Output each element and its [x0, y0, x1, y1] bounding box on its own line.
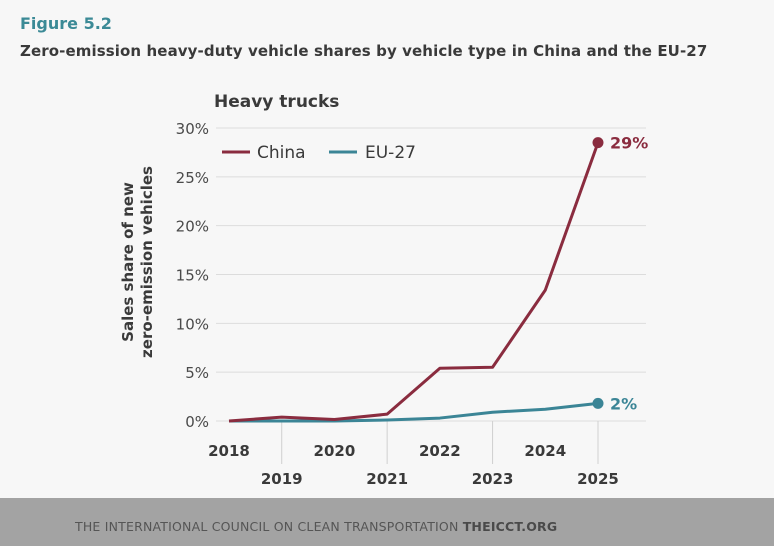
end-label-china: 29%	[610, 134, 648, 153]
end-label-eu-27: 2%	[610, 394, 637, 413]
legend-label-eu27: EU-27	[365, 143, 416, 163]
x-tick-label: 2018	[208, 442, 250, 460]
chart-title: Heavy trucks	[214, 92, 339, 112]
y-axis-label-line-2: zero-emission vehicles	[138, 166, 156, 358]
x-tick-label: 2025	[577, 470, 619, 488]
figure-label: Figure 5.2	[20, 14, 112, 33]
figure-title: Zero-emission heavy-duty vehicle shares …	[20, 42, 708, 60]
x-tick-label: 2021	[366, 470, 408, 488]
y-tick-label: 25%	[176, 169, 209, 187]
x-tick-label: 2022	[419, 442, 461, 460]
end-point-eu-27	[592, 397, 604, 409]
y-axis-label-line-1: Sales share of new	[119, 182, 137, 342]
legend: China EU-27	[222, 143, 416, 163]
line-chart: Heavy trucks Sales share of new zero-emi…	[119, 92, 648, 488]
footer-site: THEICCT.ORG	[462, 519, 558, 534]
x-tick-label: 2024	[524, 442, 566, 460]
y-tick-label: 5%	[185, 364, 209, 382]
footer-org: THE INTERNATIONAL COUNCIL ON CLEAN TRANS…	[75, 519, 459, 534]
series-line-china	[228, 142, 600, 423]
series-line-eu-27	[229, 401, 599, 423]
footer-text: THE INTERNATIONAL COUNCIL ON CLEAN TRANS…	[75, 519, 557, 534]
x-tick-label: 2019	[261, 470, 303, 488]
x-tick-label: 2020	[314, 442, 356, 460]
end-point-china	[592, 137, 604, 149]
x-tick-label: 2023	[472, 470, 514, 488]
y-tick-label: 15%	[176, 267, 209, 285]
footer-band: THE INTERNATIONAL COUNCIL ON CLEAN TRANS…	[0, 498, 774, 546]
y-tick-label: 10%	[176, 315, 209, 333]
legend-label-china: China	[257, 143, 306, 163]
y-tick-label: 20%	[176, 218, 209, 236]
y-axis-label: Sales share of new zero-emission vehicle…	[119, 166, 156, 358]
y-tick-label: 30%	[176, 120, 209, 138]
y-tick-label: 0%	[185, 413, 209, 431]
